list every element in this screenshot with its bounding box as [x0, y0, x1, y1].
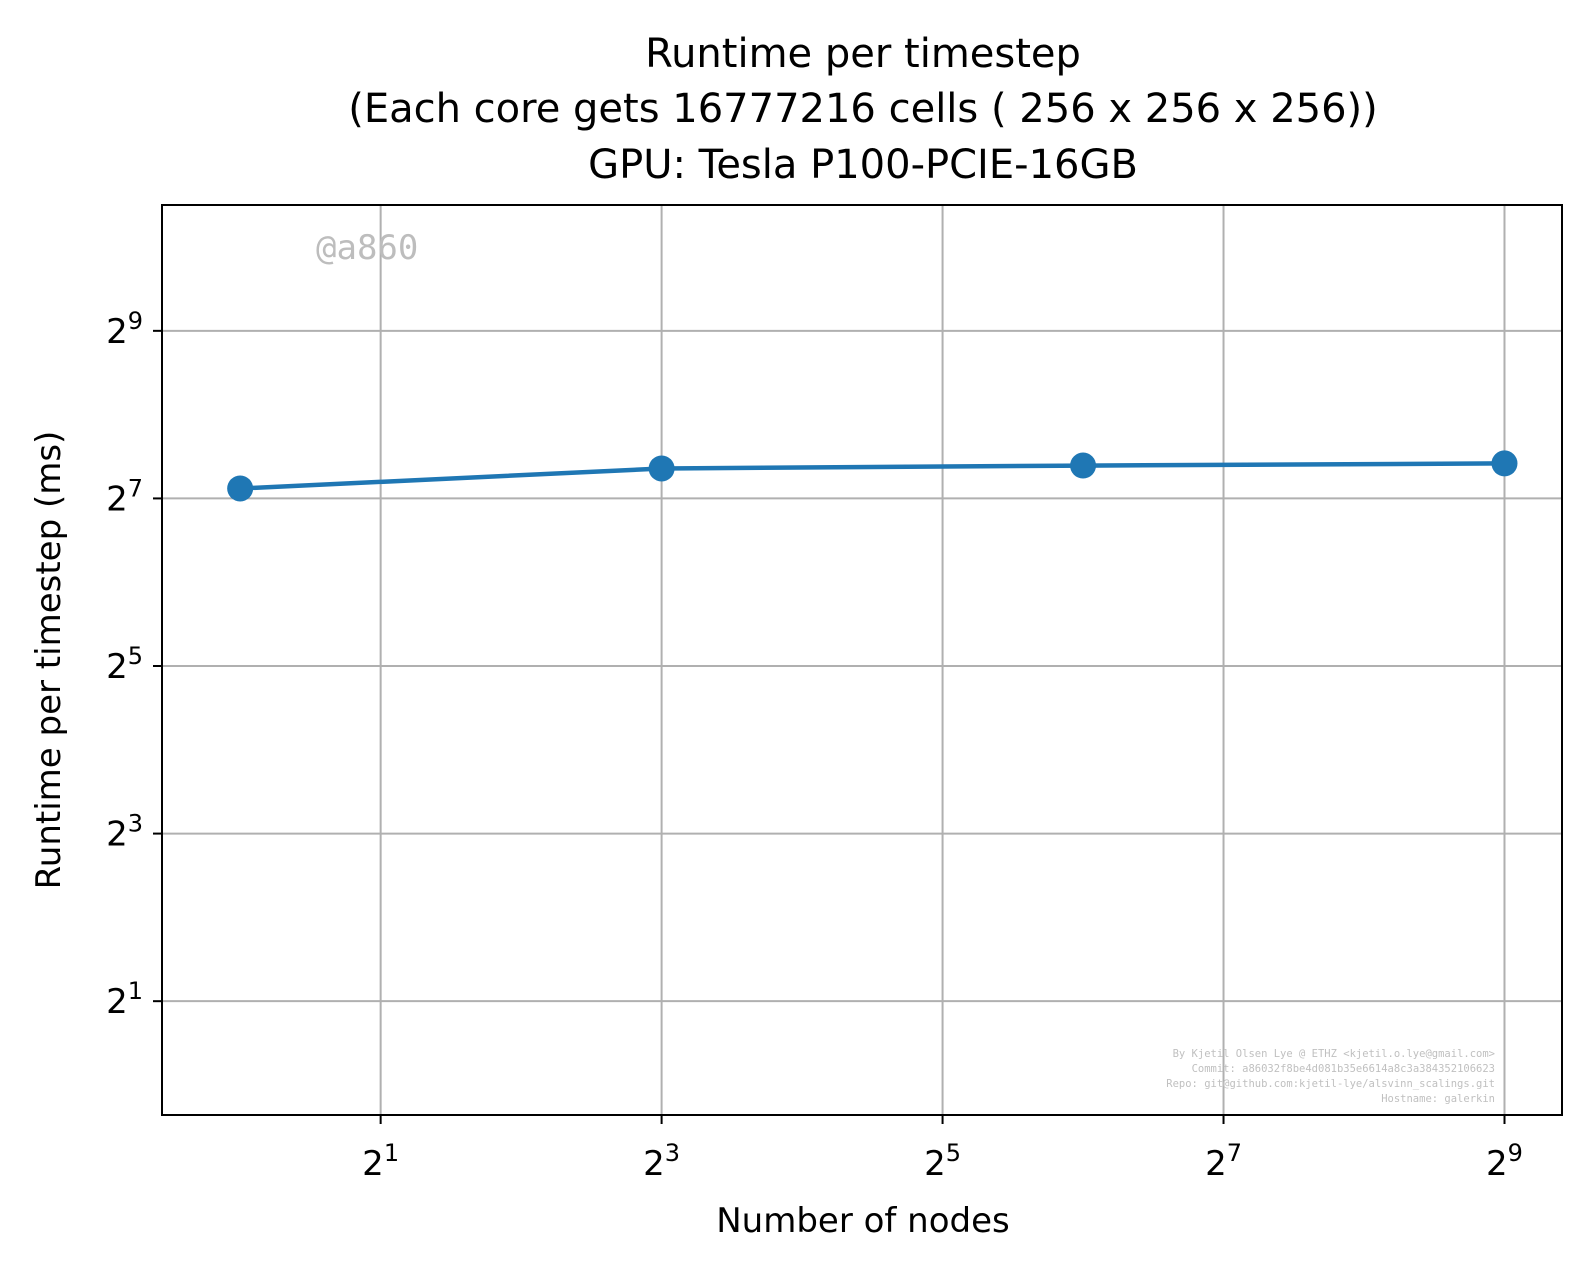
y-tick-exponent: 5 [128, 642, 143, 670]
y-tick-base: 2 [106, 815, 128, 855]
x-tick-exponent: 5 [946, 1139, 961, 1167]
x-tick-label: 21 [362, 1139, 399, 1184]
x-tick-base: 2 [1486, 1144, 1508, 1184]
x-tick-label: 25 [924, 1139, 961, 1184]
x-tick-base: 2 [643, 1144, 665, 1184]
y-axis-label: Runtime per timestep (ms) [29, 431, 69, 890]
y-tick-base: 2 [106, 982, 128, 1022]
y-tick-exponent: 7 [128, 474, 143, 502]
credits-line: Hostname: galerkin [1381, 1093, 1495, 1105]
chart-title-line-1: Runtime per timestep [645, 31, 1081, 77]
y-tick-label: 27 [106, 474, 143, 519]
y-tick-exponent: 1 [128, 977, 143, 1005]
x-tick-label: 29 [1486, 1139, 1523, 1184]
y-tick-base: 2 [106, 312, 128, 352]
y-tick-base: 2 [106, 647, 128, 687]
data-point [1491, 450, 1518, 477]
chart-title-line-2: (Each core gets 16777216 cells ( 256 x 2… [348, 86, 1378, 132]
x-tick-exponent: 7 [1227, 1139, 1242, 1167]
y-tick-label: 29 [106, 307, 143, 352]
y-tick-label: 21 [106, 977, 143, 1022]
credits-line: Commit: a86032f8be4d081b35e6614a8c3a3843… [1192, 1063, 1495, 1075]
chart-title-line-3: GPU: Tesla P100-PCIE-16GB [588, 142, 1138, 188]
chart-title: Runtime per timestep (Each core gets 167… [348, 31, 1378, 188]
plot-area-frame [161, 204, 1563, 1116]
x-tick-label: 27 [1205, 1139, 1242, 1184]
x-tick-base: 2 [924, 1144, 946, 1184]
y-tick-base: 2 [106, 479, 128, 519]
x-tick-exponent: 1 [384, 1139, 399, 1167]
x-tick-exponent: 3 [665, 1139, 680, 1167]
data-point [227, 475, 254, 502]
data-point [1070, 452, 1097, 479]
x-tick-label: 23 [643, 1139, 680, 1184]
y-tick-exponent: 3 [128, 810, 143, 838]
y-tick-label: 23 [106, 810, 143, 855]
x-axis-ticks: 21 23 25 27 29 [362, 1115, 1523, 1184]
series-line [240, 461, 1505, 491]
series-group [227, 450, 1518, 502]
credits-line: By Kjetil Olsen Lye @ ETHZ <kjetil.o.lye… [1173, 1048, 1495, 1060]
x-tick-exponent: 9 [1508, 1139, 1523, 1167]
credits-line: Repo: git@github.com:kjetil-lye/alsvinn_… [1166, 1078, 1495, 1090]
credits-block: By Kjetil Olsen Lye @ ETHZ <kjetil.o.lye… [1166, 1048, 1495, 1105]
y-tick-exponent: 9 [128, 307, 143, 335]
y-tick-label: 25 [106, 642, 143, 687]
grid [162, 205, 1562, 1115]
watermark-text: @a860 [316, 228, 418, 268]
x-axis-label: Number of nodes [716, 1201, 1010, 1241]
data-point [648, 455, 675, 482]
x-tick-base: 2 [1205, 1144, 1227, 1184]
x-tick-base: 2 [362, 1144, 384, 1184]
